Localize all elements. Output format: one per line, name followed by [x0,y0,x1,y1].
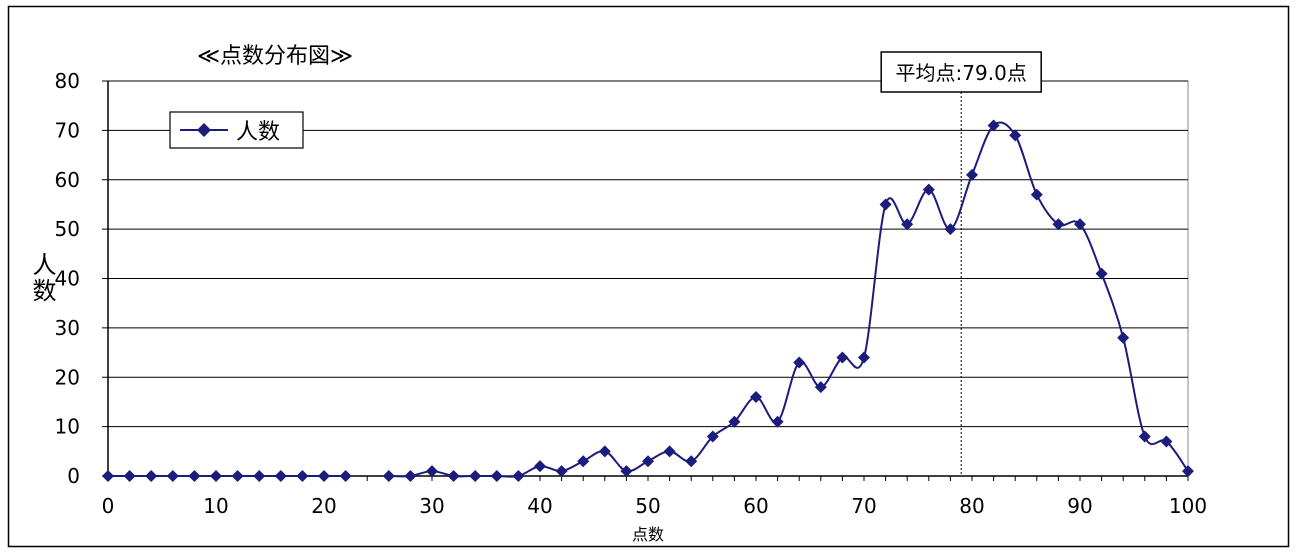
data-point [1030,188,1043,201]
x-tick-label: 90 [1067,494,1092,518]
series-layer [102,119,1194,482]
data-point [1182,465,1194,478]
data-point [166,470,179,482]
data-point [793,356,806,369]
chart-title: ≪点数分布図≫ [197,44,353,69]
x-tick-label: 50 [635,494,660,518]
y-tick-label: 60 [55,168,80,192]
data-point [123,470,136,482]
data-point [987,119,1000,132]
data-point [685,455,698,468]
legend-marker-icon [197,123,211,137]
mean-annotation-box [880,51,1042,93]
data-point [663,445,676,458]
data-point [858,351,870,364]
x-tick-label: 30 [419,494,444,518]
y-tick-label: 20 [55,365,80,389]
x-tick-label: 10 [203,494,228,518]
y-axis-label: 人数 [28,252,56,304]
data-point [188,470,201,482]
data-point [426,465,438,478]
legend-label: 人数 [236,120,280,145]
y-tick-label: 70 [55,118,80,142]
data-point [534,460,546,473]
x-axis-label: 点数 [632,525,664,544]
data-point [922,183,935,196]
data-point [1009,129,1022,142]
data-point [490,470,503,482]
data-point [944,223,957,236]
data-point [382,470,395,482]
data-point [1160,435,1173,448]
data-point [404,470,417,482]
data-point [1052,218,1065,231]
data-point [102,470,114,482]
mean-annotation-label: 平均点:79.0点 [896,61,1027,85]
data-point [210,470,222,482]
x-tick-label: 0 [102,494,115,518]
data-point [1117,331,1130,344]
data-point [966,168,978,181]
x-tick-label: 80 [959,494,984,518]
data-point [145,470,158,482]
data-point [339,470,352,482]
data-point [577,455,590,468]
data-point [231,470,244,482]
legend: 人数 [169,111,304,149]
data-point [1074,218,1086,231]
y-tick-label: 80 [55,69,80,93]
data-point [1095,267,1108,280]
x-tick-label: 20 [311,494,336,518]
tick-labels: 0 10 20 30 40 50 60 70 80 0 10 20 30 40 50 60 70 80 90 100 [55,69,1208,518]
data-point [836,351,849,364]
data-point [750,391,762,403]
y-tick-label: 0 [67,464,80,488]
data-point [555,465,568,478]
x-tick-label: 100 [1169,494,1207,518]
data-point [296,470,309,482]
data-point [318,470,330,482]
data-point [1138,430,1151,443]
data-point [879,198,892,211]
data-point [447,470,460,482]
data-point [814,381,827,394]
data-point [274,470,287,482]
data-point [253,470,266,482]
x-tick-label: 70 [851,494,876,518]
data-point [642,455,654,468]
mean-annotation: 平均点:79.0点 [880,51,1042,93]
y-tick-label: 10 [55,415,80,439]
data-point [620,465,633,478]
x-tick-label: 40 [527,494,552,518]
y-tick-label: 30 [55,316,80,340]
x-tick-label: 60 [743,494,768,518]
y-tick-label: 50 [55,217,80,241]
data-point [512,470,525,482]
data-point [771,415,784,428]
data-point [469,470,482,482]
y-tick-label: 40 [55,267,80,291]
data-point [901,218,914,231]
data-point [728,415,741,428]
data-point [706,430,719,443]
data-point [598,445,611,458]
